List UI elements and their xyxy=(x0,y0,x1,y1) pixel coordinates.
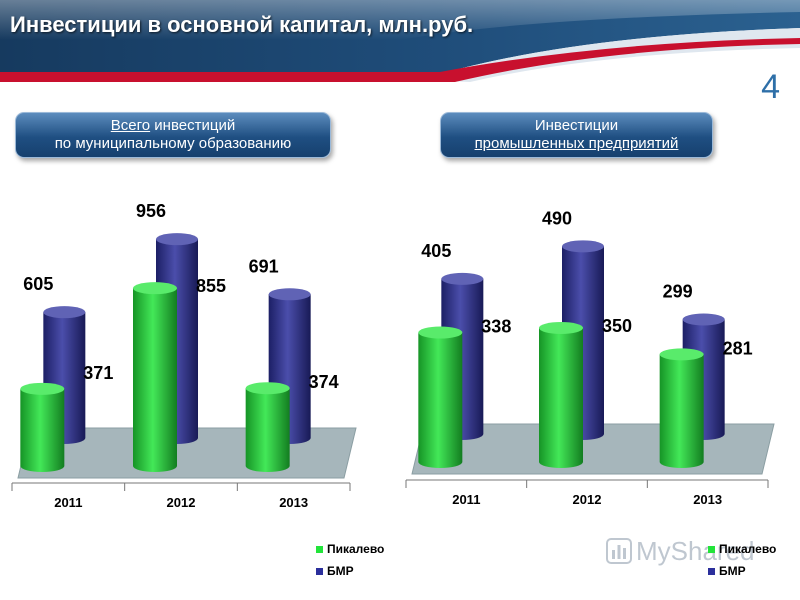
legend-swatch-bmr xyxy=(316,567,323,575)
legend-swatch-pikalevo xyxy=(316,545,323,553)
caption-total-investments: Всего инвестиций по муниципальному образ… xyxy=(15,112,331,158)
legend-item-bmr: БМР xyxy=(708,560,776,582)
caption-left-line2: по муниципальному образованию xyxy=(54,135,292,152)
data-label-pikalevo-2013: 374 xyxy=(309,372,339,392)
x-tick-label-2012: 2012 xyxy=(167,495,196,510)
caption-left-line1: инвестиций xyxy=(150,117,236,134)
x-tick-label-2013: 2013 xyxy=(279,495,308,510)
legend-label-pikalevo: Пикалево xyxy=(719,542,777,556)
data-label-pikalevo-2011: 338 xyxy=(481,317,511,337)
legend-label-bmr: БМР xyxy=(719,564,746,578)
header-banner: Инвестиции в основной капитал, млн.руб. xyxy=(0,0,800,82)
watermark-text: MyShared xyxy=(636,536,755,566)
legend-item-pikalevo: Пикалево xyxy=(708,538,776,560)
data-label-bmr-2013: 299 xyxy=(663,281,693,301)
data-label-pikalevo-2012: 855 xyxy=(196,276,226,296)
legend-swatch-pikalevo xyxy=(708,545,715,553)
data-label-bmr-2011: 605 xyxy=(23,274,53,294)
legend-right: Пикалево БМР xyxy=(708,538,776,582)
bar-pikalevo-2012 xyxy=(133,282,177,472)
x-tick-label-2013: 2013 xyxy=(693,492,722,507)
legend-label-bmr: БМР xyxy=(327,564,354,578)
legend-left: Пикалево БМР xyxy=(316,538,384,582)
caption-right-underlined: промышленных предприятий xyxy=(474,135,679,152)
x-tick-label-2011: 2011 xyxy=(452,492,480,507)
page-number: 4 xyxy=(761,68,780,106)
data-label-pikalevo-2011: 371 xyxy=(83,363,113,383)
bar-pikalevo-2013 xyxy=(659,348,704,468)
data-label-bmr-2013: 691 xyxy=(249,256,279,276)
data-label-bmr-2011: 405 xyxy=(421,241,451,261)
legend-swatch-bmr xyxy=(708,567,715,575)
page-title: Инвестиции в основной капитал, млн.руб. xyxy=(10,12,474,37)
data-label-bmr-2012: 490 xyxy=(542,208,572,228)
bar-pikalevo-2013 xyxy=(245,382,290,473)
caption-left-underlined: Всего xyxy=(110,117,151,134)
x-tick-label-2012: 2012 xyxy=(573,492,602,507)
x-tick-label-2011: 2011 xyxy=(54,495,82,510)
caption-industrial-investments: Инвестиции промышленных предприятий xyxy=(440,112,713,158)
bar-pikalevo-2012 xyxy=(539,321,583,468)
data-label-pikalevo-2013: 281 xyxy=(723,338,753,358)
watermark: MyShared xyxy=(606,536,755,567)
bar-pikalevo-2011 xyxy=(418,326,463,468)
legend-label-pikalevo: Пикалево xyxy=(327,542,385,556)
bar-pikalevo-2011 xyxy=(20,382,65,473)
legend-item-bmr: БМР xyxy=(316,560,384,582)
legend-item-pikalevo: Пикалево xyxy=(316,538,384,560)
bar-chart-icon xyxy=(606,538,632,564)
caption-right-line1: Инвестиции xyxy=(534,117,619,134)
header-background xyxy=(0,0,800,82)
data-label-bmr-2012: 956 xyxy=(136,201,166,221)
data-label-pikalevo-2012: 350 xyxy=(602,316,632,336)
